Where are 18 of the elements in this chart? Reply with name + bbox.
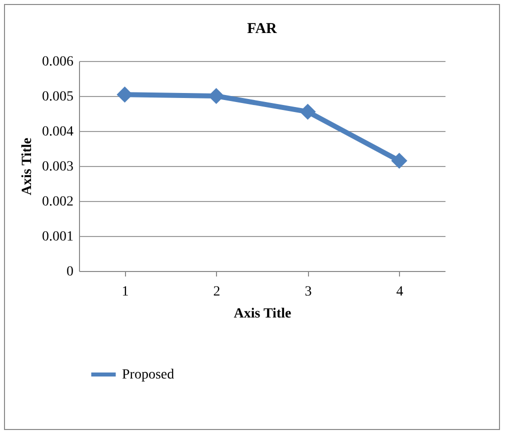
chart-title: FAR xyxy=(247,21,278,37)
point xyxy=(300,104,316,120)
y-axis-title: Axis Title xyxy=(20,138,35,196)
x-tick-label: 1 xyxy=(122,284,129,300)
point xyxy=(116,86,133,103)
y-tick-label: 0.006 xyxy=(42,54,74,70)
y-tick-label: 0.004 xyxy=(42,124,74,140)
x-axis-title: Axis Title xyxy=(234,306,292,322)
y-tick-label: 0 xyxy=(66,264,74,280)
point xyxy=(391,152,408,169)
y-tick-label: 0.003 xyxy=(42,160,74,174)
y-tick-label: 0.001 xyxy=(42,230,74,244)
x-tick-label: 3 xyxy=(304,284,312,300)
x-tick-label: 2 xyxy=(213,284,220,300)
y-tick-label: 0.005 xyxy=(42,90,74,104)
x-tick-label: 4 xyxy=(396,284,404,300)
y-tick-label: 0.002 xyxy=(42,194,74,210)
legend-label: Proposed xyxy=(122,368,174,382)
